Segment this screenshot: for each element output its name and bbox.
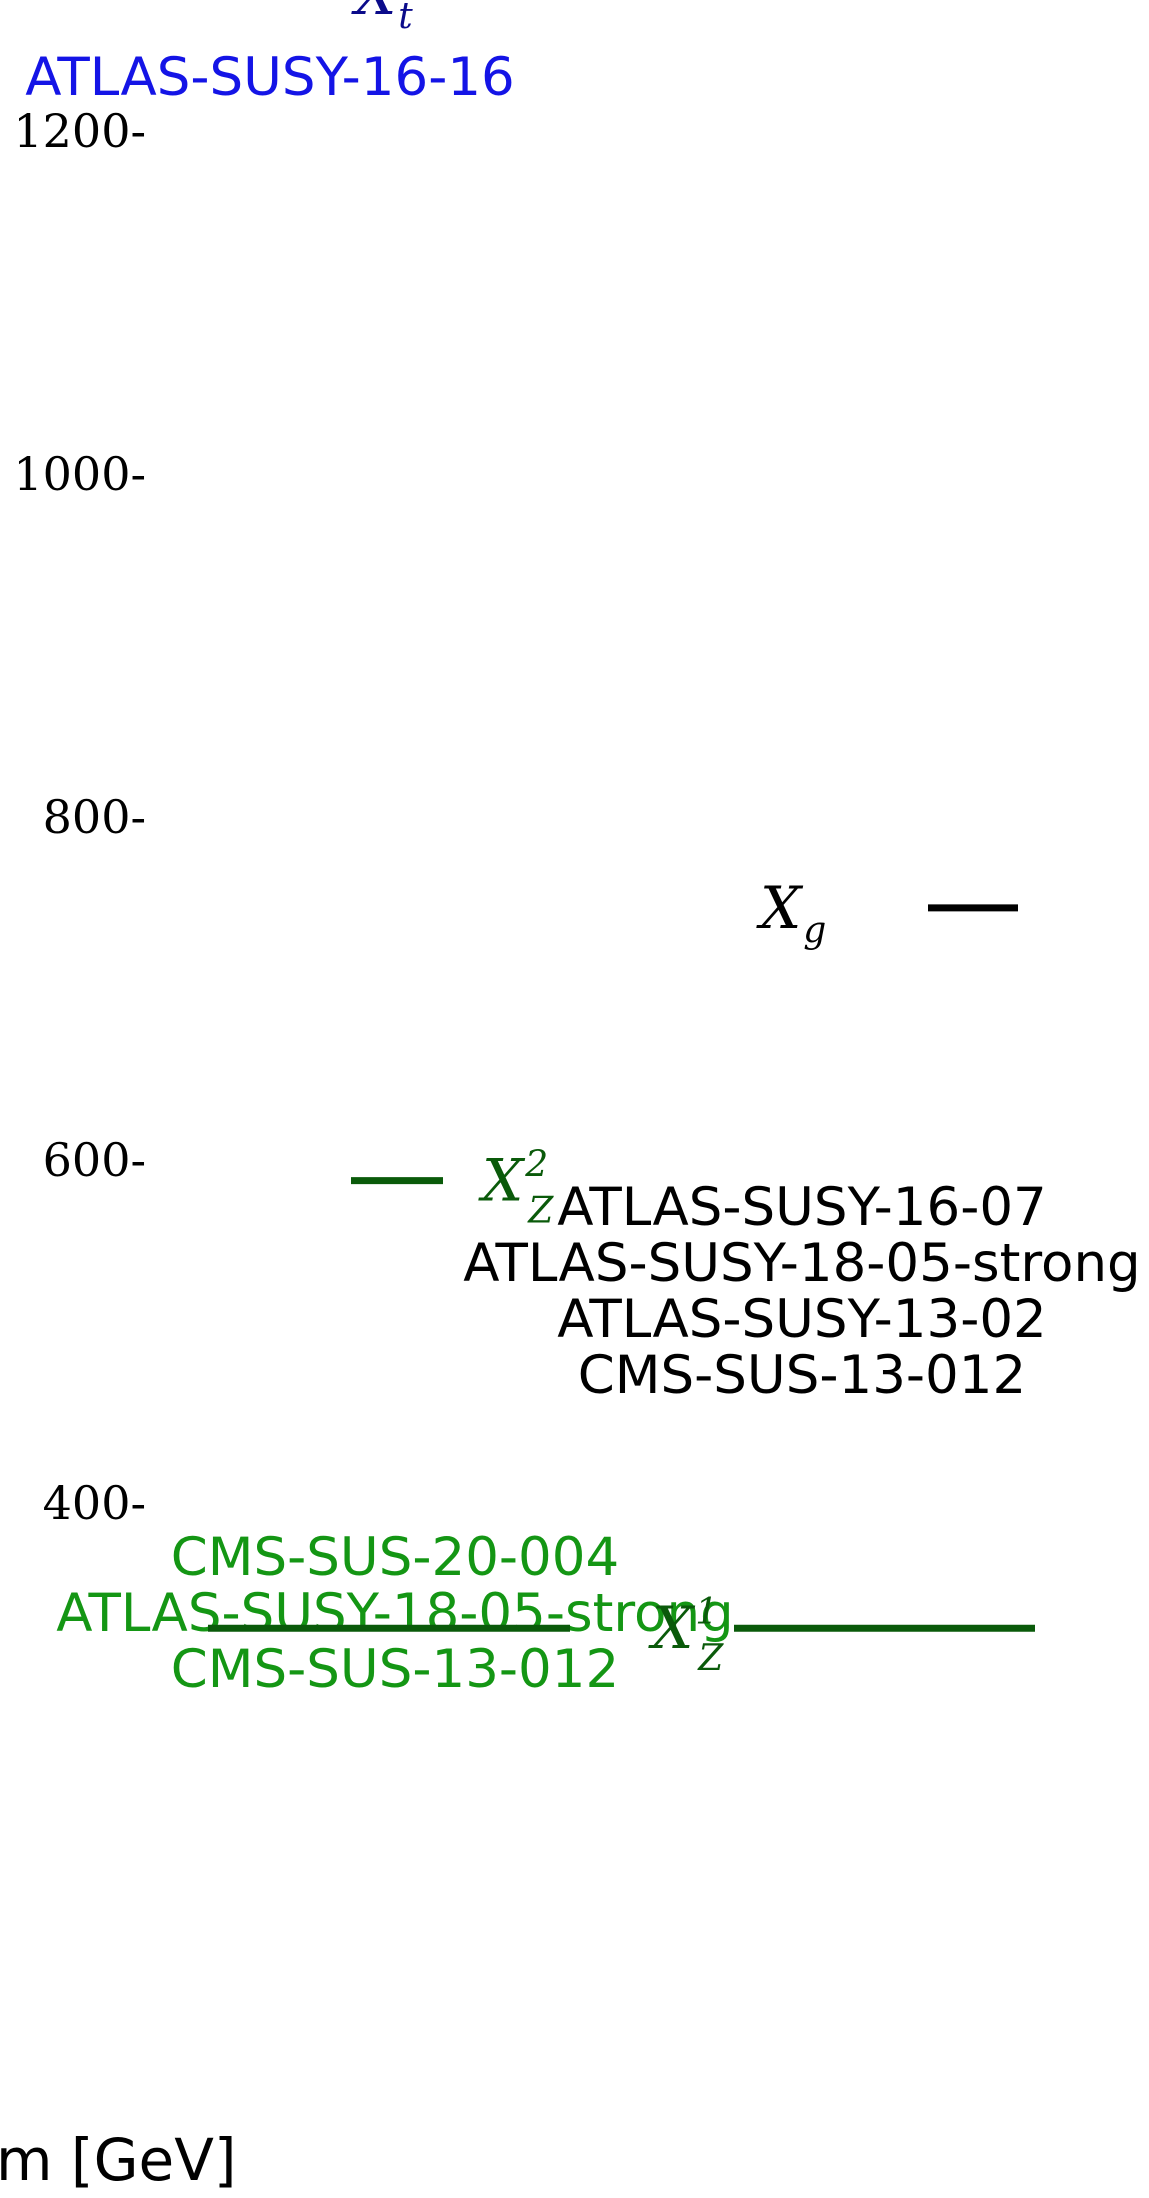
y-tick-label: 800- xyxy=(43,790,146,844)
level-xg: Xg ATLAS-SUSY-16-07ATLAS-SUSY-18-05-stron… xyxy=(463,874,1140,1406)
particle-symbol: Xg xyxy=(756,874,826,951)
analysis-label: CMS-SUS-20-004 xyxy=(171,1527,619,1588)
level-xz1: X1 Z xyxy=(208,1592,1035,1679)
level-xt: Xt ATLAS-SUSY-16-16 xyxy=(25,0,515,108)
analysis-label: ATLAS-SUSY-18-05-strong xyxy=(56,1583,733,1644)
mass-levels: XtATLAS-SUSY-16-16XgATLAS-SUSY-16-07ATLA… xyxy=(25,0,1140,1700)
y-tick-label: 600- xyxy=(43,1133,146,1187)
y-tick-label: 1200- xyxy=(13,104,146,158)
analysis-label: ATLAS-SUSY-16-16 xyxy=(25,47,515,108)
level-xz2: X2 Z CMS-SUS-20-004ATLAS-SUSY-18-05-strong… xyxy=(56,1145,733,1700)
y-tick-label: 1000- xyxy=(13,447,146,501)
analysis-label: ATLAS-SUSY-16-07 xyxy=(557,1177,1047,1238)
y-axis-label: m [GeV] xyxy=(0,2126,237,2194)
analysis-label: ATLAS-SUSY-13-02 xyxy=(557,1289,1047,1350)
y-axis-ticks: 400- 600- 800- 1000- 1200- xyxy=(13,104,146,1530)
y-tick-label: 400- xyxy=(43,1476,146,1530)
particle-symbol: Xt xyxy=(351,0,413,37)
analysis-label: CMS-SUS-13-012 xyxy=(171,1639,619,1700)
analysis-label: ATLAS-SUSY-18-05-strong xyxy=(463,1233,1140,1294)
particle-symbol: X1 Z xyxy=(648,1592,724,1679)
analysis-label: CMS-SUS-13-012 xyxy=(578,1345,1026,1406)
particle-symbol: X2 Z xyxy=(478,1145,554,1232)
